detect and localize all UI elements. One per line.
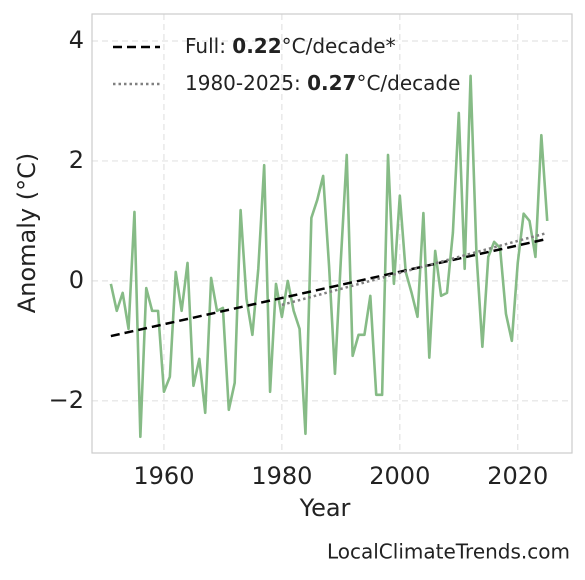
legend-label: 1980-2025: 0.27°C/decade <box>185 71 460 95</box>
legend-text: °C/decade <box>356 71 460 95</box>
legend-label: Full: 0.22°C/decade* <box>185 34 396 58</box>
legend-text: °C/decade* <box>282 34 396 58</box>
legend-text: Full: <box>185 34 232 58</box>
y-tick-label: 2 <box>69 146 84 174</box>
plot-frame <box>91 13 573 454</box>
y-tick-label: 4 <box>69 26 84 54</box>
x-tick-label: 2020 <box>487 462 548 490</box>
legend-text: 0.22 <box>232 34 281 58</box>
footer: LocalClimateTrends.com <box>327 540 570 564</box>
legend-text: 0.27 <box>307 71 356 95</box>
y-tick-label: −2 <box>49 386 84 414</box>
series-line <box>110 237 548 338</box>
x-tick-label: 1980 <box>251 462 312 490</box>
legend-text: 1980-2025: <box>185 71 307 95</box>
x-axis-label: Year <box>299 494 351 522</box>
x-tick-label: 1960 <box>133 462 194 490</box>
y-tick-label: 0 <box>69 266 84 294</box>
x-tick-label: 2000 <box>369 462 430 490</box>
series-line <box>281 231 548 307</box>
series-line <box>109 74 549 439</box>
y-axis-label: Anomaly (°C) <box>13 153 41 313</box>
